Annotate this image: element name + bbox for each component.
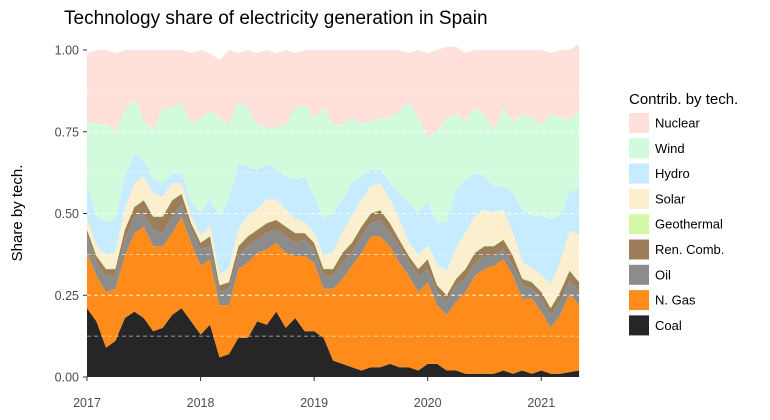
area-coal (87, 308, 580, 377)
legend-label: N. Gas (655, 293, 696, 308)
area-oil (87, 203, 580, 328)
legend-swatch (629, 163, 649, 184)
legend-swatch (629, 264, 649, 285)
y-tick-label: 0.75 (55, 125, 79, 139)
legend-swatch (629, 290, 649, 311)
legend-label: Ren. Comb. (655, 242, 724, 257)
area-wind (87, 98, 580, 223)
legend-swatch (629, 315, 649, 336)
legend-label: Coal (655, 318, 682, 333)
y-axis: 0.00 0.25 0.50 0.75 1.00 (55, 44, 87, 385)
legend-label: Hydro (655, 166, 690, 181)
legend-swatch (629, 239, 649, 260)
y-tick-label: 0.25 (55, 289, 79, 303)
area-hydro (87, 153, 580, 285)
area-solar (87, 176, 580, 308)
y-tick-label: 1.00 (55, 44, 79, 58)
y-axis-title: Share by tech. (9, 165, 26, 262)
legend-swatch (629, 138, 649, 159)
grid-lines (87, 90, 581, 337)
x-tick-label: 2021 (527, 396, 555, 410)
legend-label: Wind (655, 141, 685, 156)
y-tick-label: 0.00 (55, 371, 79, 385)
x-tick-label: 2019 (300, 396, 328, 410)
plot-area (87, 43, 580, 377)
area-ren-comb (87, 193, 580, 315)
legend-title: Contrib. by tech. (629, 91, 738, 108)
legend-swatch (629, 113, 649, 133)
x-axis: 2017 2018 2019 2020 2021 (73, 377, 555, 410)
x-tick-label: 2018 (187, 396, 215, 410)
legend-label: Solar (655, 191, 686, 206)
legend: Contrib. by tech. Nuclear Wind Hydro Solar G… (629, 91, 738, 336)
y-tick-label: 0.50 (55, 207, 79, 221)
legend-label: Geothermal (655, 217, 723, 232)
chart-title: Technology share of electricity generati… (64, 8, 488, 29)
x-tick-label: 2017 (73, 396, 101, 410)
legend-swatch (629, 214, 649, 235)
legend-label: Nuclear (655, 116, 700, 131)
x-tick-label: 2020 (414, 396, 442, 410)
area-nuclear (87, 43, 580, 138)
legend-label: Oil (655, 267, 671, 282)
legend-swatch (629, 188, 649, 209)
